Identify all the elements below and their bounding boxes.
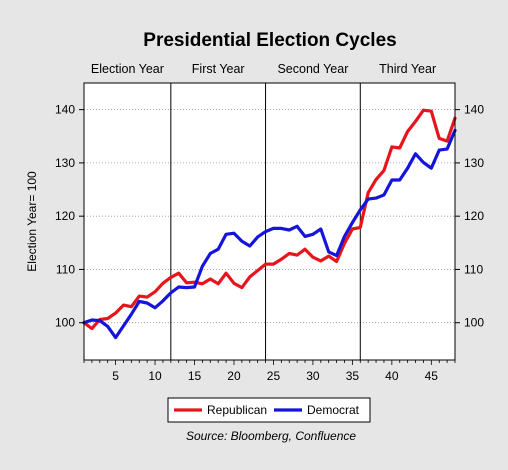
- y-tick-label-right-3: 130: [464, 156, 484, 170]
- plot-area: [84, 83, 455, 360]
- x-tick-label-5: 30: [306, 369, 320, 383]
- y-axis-label: Election Year= 100: [25, 171, 39, 272]
- series-lines: [82, 108, 457, 340]
- section-label-3: Third Year: [379, 62, 436, 76]
- x-tick-label-2: 15: [188, 369, 202, 383]
- section-label-0: Election Year: [91, 62, 164, 76]
- source-note: Source: Bloomberg, Confluence: [186, 429, 356, 443]
- y-axis-right: 100 110 120 130 140: [455, 103, 484, 330]
- x-tick-label-4: 25: [267, 369, 281, 383]
- section-label-1: First Year: [192, 62, 245, 76]
- x-axis: 5 10 15 20 25 30 35 40 45: [83, 360, 456, 383]
- y-tick-label-right-1: 110: [464, 262, 483, 276]
- y-tick-label-right-4: 140: [464, 103, 484, 117]
- y-tick-label-left-2: 120: [55, 209, 75, 223]
- legend: Republican Democrat: [167, 397, 371, 423]
- x-tick-label-7: 40: [385, 369, 399, 383]
- chart-title: Presidential Election Cycles: [143, 30, 396, 51]
- y-tick-label-right-0: 100: [464, 316, 484, 330]
- y-tick-label-left-3: 130: [55, 156, 75, 170]
- series-line-democrat: [82, 128, 457, 340]
- series-line-republican: [82, 108, 457, 331]
- y-axis-left: 100 110 120 130 140: [55, 103, 84, 330]
- plot-frame: [83, 82, 456, 361]
- x-tick-label-3: 20: [227, 369, 241, 383]
- x-tick-label-8: 45: [425, 369, 439, 383]
- legend-label-republican: Republican: [207, 403, 267, 417]
- gridlines: [84, 109, 455, 324]
- legend-label-democrat: Democrat: [307, 403, 360, 417]
- section-label-2: Second Year: [277, 62, 348, 76]
- y-tick-label-left-4: 140: [55, 103, 75, 117]
- y-tick-label-left-0: 100: [55, 316, 75, 330]
- y-tick-label-left-1: 110: [56, 262, 75, 276]
- section-labels: Election Year First Year Second Year Third …: [91, 62, 436, 76]
- x-tick-label-6: 35: [346, 369, 360, 383]
- x-tick-label-0: 5: [112, 369, 119, 383]
- y-tick-label-right-2: 120: [464, 209, 484, 223]
- x-tick-label-1: 10: [148, 369, 162, 383]
